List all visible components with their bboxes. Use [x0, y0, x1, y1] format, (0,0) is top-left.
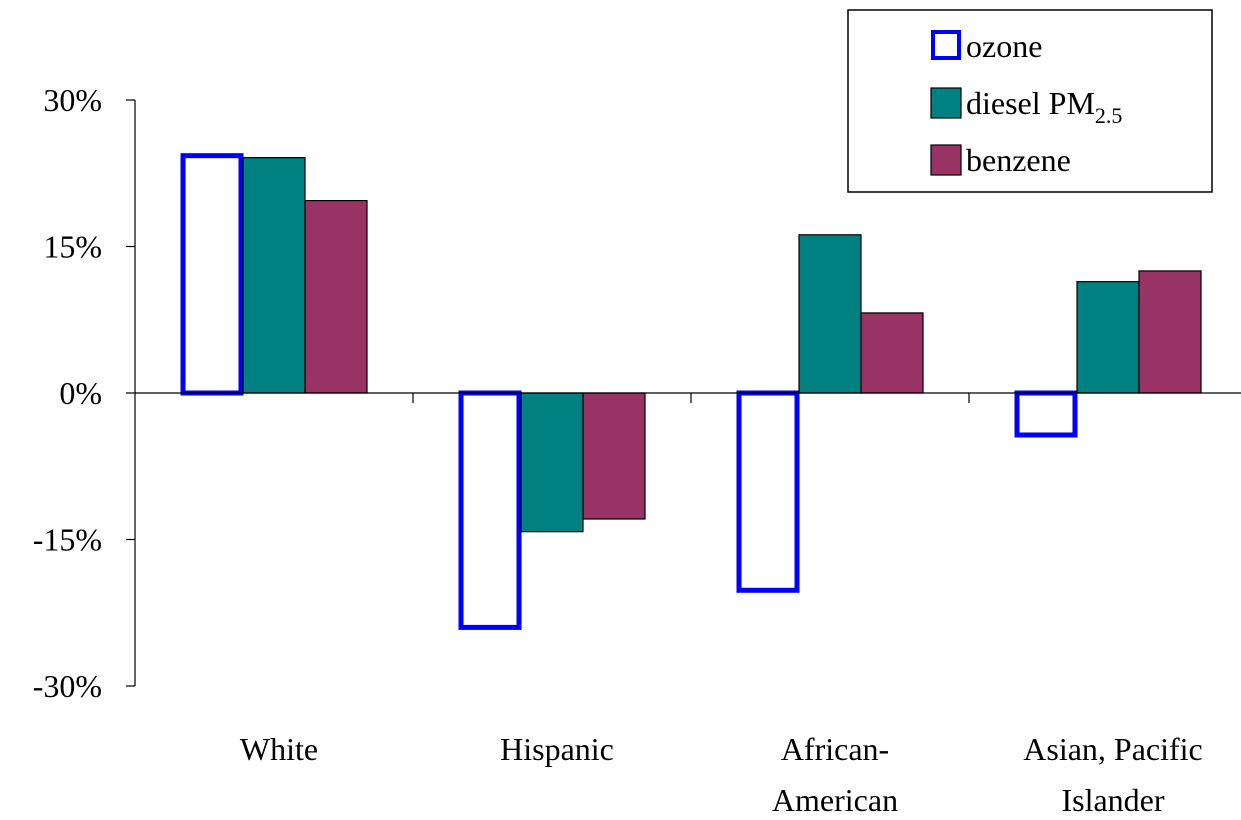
y-axis: 30% 15% 0% -15% -30% [33, 82, 136, 704]
legend-label: diesel PM2.5 [966, 85, 1122, 128]
bar-diesel-pm [520, 392, 584, 533]
bar-ozone [1014, 390, 1078, 438]
plot-area [180, 153, 1202, 630]
bar-ozone [180, 153, 244, 396]
bar-benzene [860, 312, 924, 394]
bar-benzene [582, 392, 646, 520]
legend-swatch-ozone [931, 30, 961, 60]
legend: ozone diesel PM2.5 benzene [847, 9, 1213, 193]
bar-diesel-pm [242, 157, 306, 394]
x-category-label: White [240, 731, 318, 767]
legend-label: benzene [966, 142, 1071, 178]
y-tick-label: 15% [43, 229, 102, 265]
legend-label: ozone [966, 28, 1042, 64]
bar-diesel-pm [1076, 281, 1140, 394]
x-category-label: American [772, 782, 898, 818]
x-category-label: Islander [1061, 782, 1164, 818]
x-category-label: Hispanic [500, 731, 614, 767]
y-tick-label: -15% [33, 522, 102, 558]
bar-benzene [1138, 270, 1202, 394]
bar-ozone [458, 390, 522, 630]
bar-benzene [304, 199, 368, 394]
legend-swatch-diesel-PM [930, 87, 962, 119]
y-tick-label: 30% [43, 82, 102, 118]
x-axis: White Hispanic African- American Asian, Paci… [135, 392, 1241, 818]
bar-diesel-pm [798, 234, 862, 394]
legend-box [847, 9, 1213, 193]
y-tick-label: 0% [59, 375, 102, 411]
x-category-label: African- [781, 731, 889, 767]
y-tick-label: -30% [33, 668, 102, 704]
x-category-label: Asian, Pacific [1023, 731, 1203, 767]
legend-swatch-benzene [930, 144, 962, 176]
bar-ozone [736, 390, 800, 593]
